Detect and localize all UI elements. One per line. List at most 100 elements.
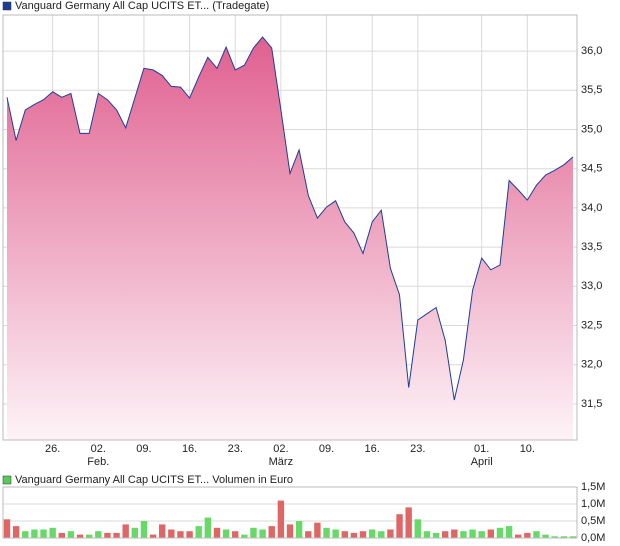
volume-bar: [314, 522, 321, 538]
legend-label: Vanguard Germany All Cap UCITS ET... Vol…: [15, 474, 293, 486]
volume-bar: [241, 534, 248, 538]
y-tick-label: 31,5: [581, 398, 602, 410]
volume-bar: [140, 521, 148, 538]
y-tick-label: 32,0: [581, 359, 602, 371]
volume-bar: [359, 531, 367, 538]
month-label: März: [269, 456, 293, 468]
volume-bar: [451, 529, 458, 538]
volume-bar: [213, 527, 221, 538]
volume-bar: [22, 531, 29, 538]
volume-bar: [177, 531, 184, 538]
volume-bar: [460, 531, 467, 538]
volume-bar: [341, 531, 348, 538]
volume-bar: [40, 529, 47, 538]
volume-bar: [305, 531, 312, 538]
volume-bar: [277, 500, 285, 538]
x-tick-label: 16.: [182, 443, 197, 455]
volume-bar: [3, 519, 11, 538]
x-tick-label: 23.: [410, 443, 425, 455]
y-tick-label: 34,0: [581, 202, 602, 214]
y-tick-label: 0,0M: [581, 532, 605, 544]
volume-bar: [332, 529, 339, 538]
volume-bar: [496, 527, 504, 538]
volume-bar: [250, 527, 257, 538]
volume-bar: [85, 534, 93, 538]
plot-border: [2, 486, 578, 539]
volume-bar: [378, 531, 385, 538]
x-tick-label: 09.: [319, 443, 334, 455]
volume-bar: [49, 527, 56, 538]
legend-swatch: [2, 475, 12, 485]
y-tick-label: 33,0: [581, 280, 602, 292]
volume-bar: [159, 524, 166, 538]
volume-bar: [524, 532, 531, 538]
volume-bar: [560, 536, 568, 538]
volume-bar: [505, 526, 513, 538]
month-label: Feb.: [87, 456, 109, 468]
volume-bar: [131, 527, 139, 538]
volume-bar: [368, 529, 376, 538]
volume-bar: [104, 532, 111, 538]
legend-swatch: [2, 1, 12, 11]
volume-bar: [113, 532, 120, 538]
volume-bar: [122, 524, 129, 538]
volume-bar: [478, 531, 485, 538]
x-tick-label: 09.: [136, 443, 151, 455]
volume-bar: [387, 529, 394, 538]
y-tick-label: 0,5M: [581, 515, 605, 527]
volume-bar: [396, 514, 403, 538]
area: [7, 37, 573, 440]
volume-bar: [323, 527, 330, 538]
plot-border: [2, 14, 578, 441]
x-tick-label: 16.: [365, 443, 380, 455]
volume-bar: [423, 531, 431, 538]
volume-bar: [232, 531, 239, 538]
volume-bar: [487, 529, 495, 538]
volume-bar: [295, 521, 303, 538]
volume-bar: [286, 524, 294, 538]
volume-bar: [186, 531, 193, 538]
y-tick-label: 1,0M: [581, 498, 605, 510]
y-tick-label: 36,0: [581, 45, 602, 57]
x-tick-label: 02.: [91, 443, 106, 455]
line: [6, 36, 574, 401]
volume-bar: [551, 536, 558, 538]
volume-bar: [168, 529, 175, 538]
volume-bar: [95, 531, 102, 538]
volume-bar: [149, 534, 157, 538]
y-tick-label: 1,5M: [581, 481, 605, 493]
volume-bar: [469, 529, 476, 538]
y-tick-label: 34,5: [581, 163, 602, 175]
volume-bar: [58, 532, 65, 538]
volume-bar: [515, 534, 522, 538]
volume-bar: [569, 536, 577, 538]
volume-bar: [195, 526, 202, 538]
y-tick-label: 35,5: [581, 84, 602, 96]
volume-bar: [542, 534, 549, 538]
x-tick-label: 26.: [45, 443, 60, 455]
volume-bar: [533, 531, 540, 538]
x-tick-label: 23.: [228, 443, 243, 455]
volume-bar: [67, 531, 75, 538]
volume-bar: [76, 534, 84, 538]
volume-bar: [222, 529, 230, 538]
month-label: April: [471, 456, 493, 468]
volume-bar: [31, 529, 38, 538]
volume-bar: [414, 519, 421, 538]
volume-bar: [259, 529, 266, 538]
volume-bar: [204, 517, 212, 538]
volume-bar: [441, 531, 449, 538]
y-tick-label: 32,5: [581, 319, 602, 331]
x-tick-label: 01.: [474, 443, 489, 455]
legend-label: Vanguard Germany All Cap UCITS ET... (Tr…: [15, 0, 269, 12]
x-tick-label: 02.: [273, 443, 288, 455]
x-tick-label: 10.: [520, 443, 535, 455]
volume-bar: [432, 532, 440, 538]
y-tick-label: 35,0: [581, 123, 602, 135]
volume-bar: [12, 526, 20, 538]
volume-bar: [405, 507, 412, 538]
volume-bar: [350, 532, 358, 538]
volume-bar: [268, 526, 275, 538]
